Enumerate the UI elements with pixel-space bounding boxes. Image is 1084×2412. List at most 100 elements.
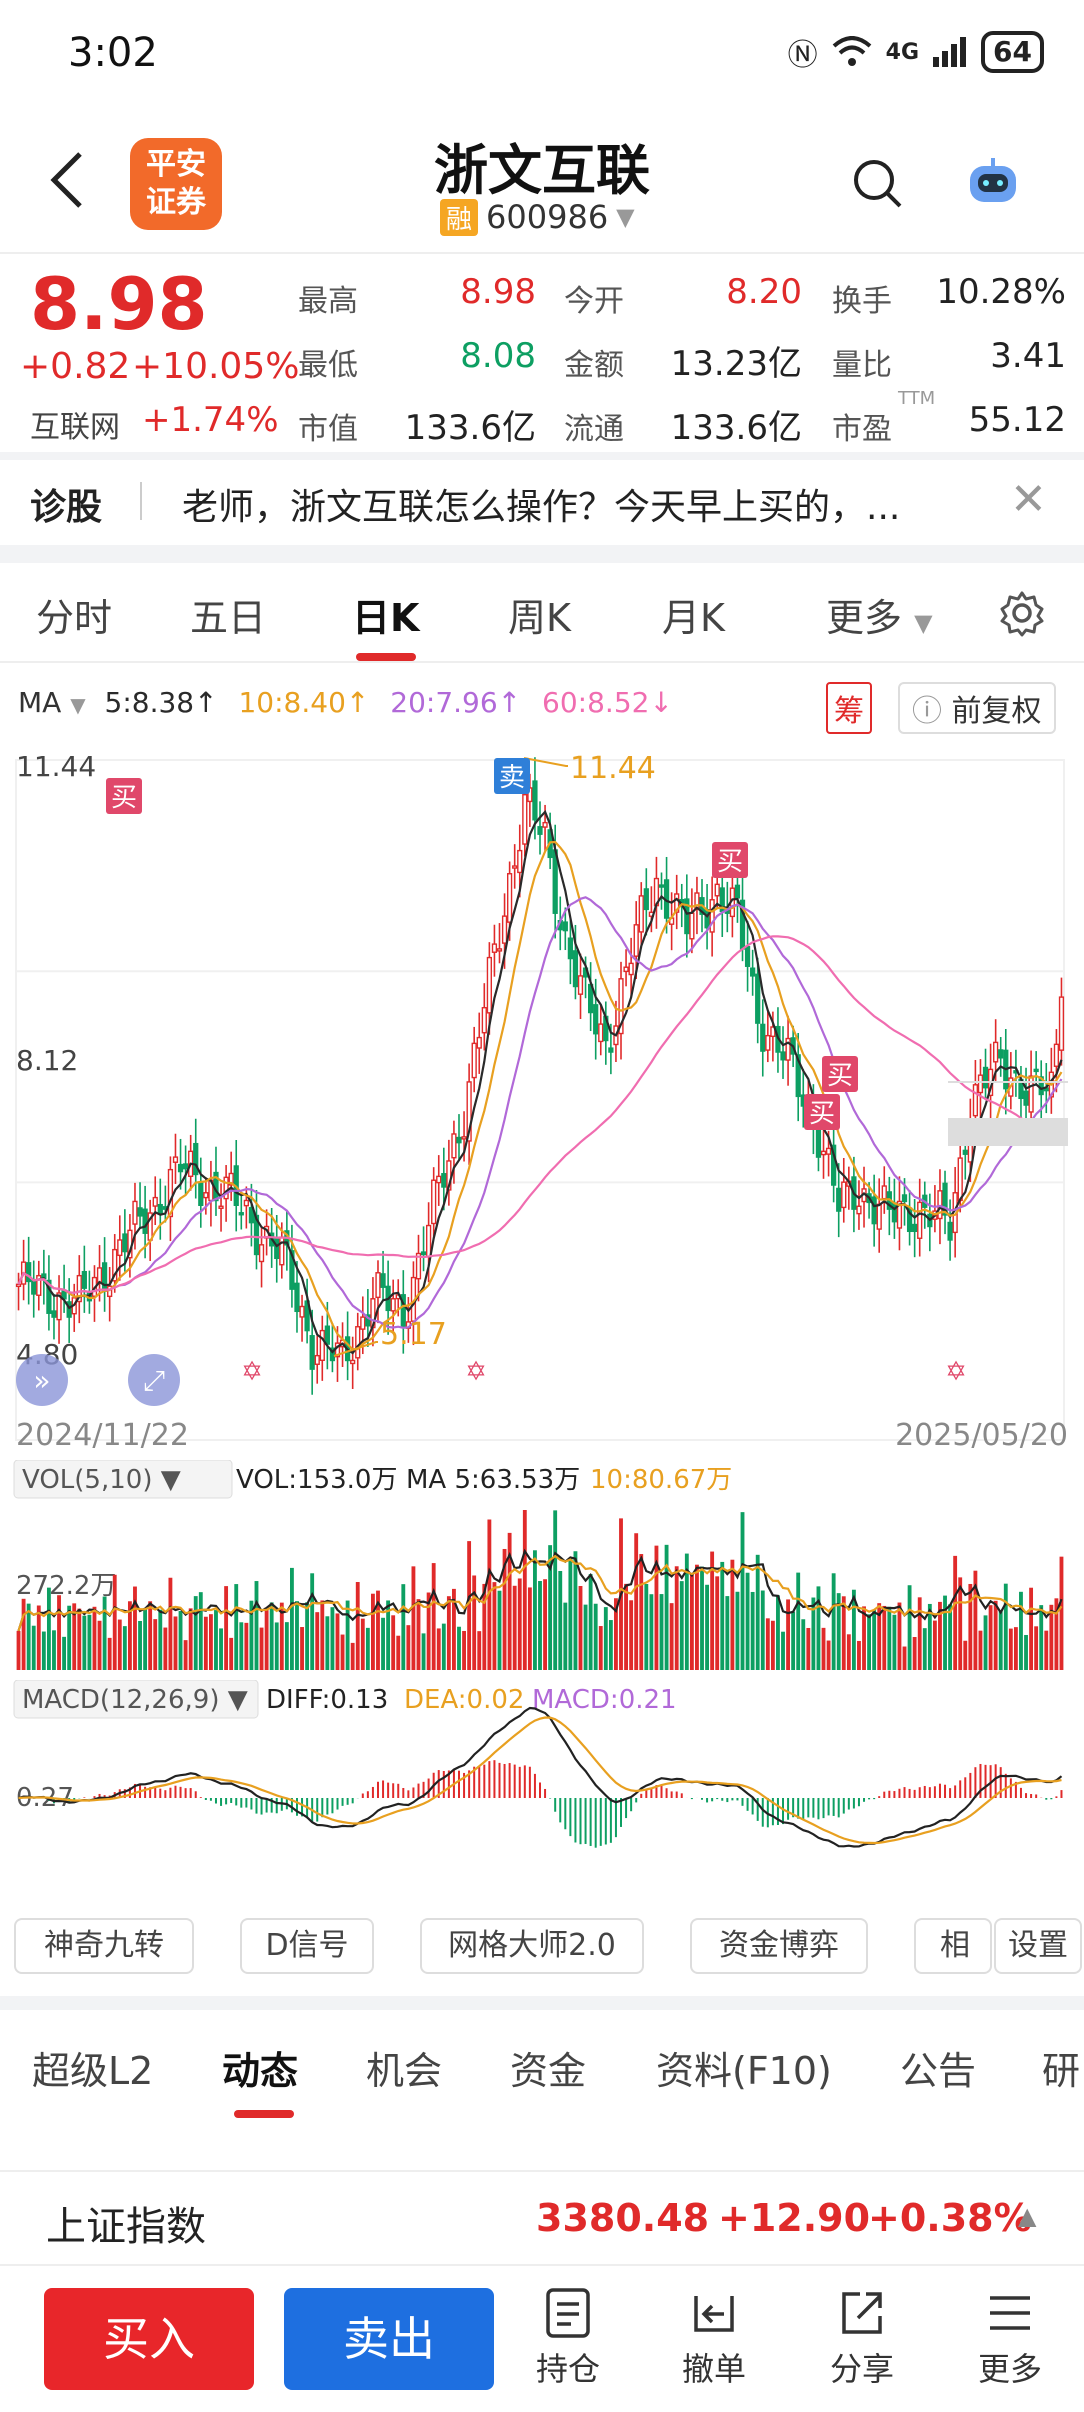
volume-bar	[1044, 1630, 1049, 1670]
index-ticker[interactable]: 上证指数 3380.48 +12.90 +0.38% ▲	[0, 2170, 1084, 2266]
candle-body	[390, 1298, 396, 1312]
broker-logo[interactable]: 平安 证券	[130, 138, 222, 230]
ma-selector[interactable]: MA	[18, 686, 62, 719]
volume-bar	[376, 1590, 380, 1670]
tool-d-signal[interactable]: D信号	[240, 1918, 374, 1974]
buy-button[interactable]: 买入	[44, 2288, 254, 2390]
tool-capital-game[interactable]: 资金博弈	[690, 1918, 868, 1974]
candle-body	[820, 1150, 827, 1156]
candle-body	[319, 1329, 325, 1362]
margin-badge: 融	[440, 198, 479, 236]
diagnose-question[interactable]: 老师，浙文互联怎么操作？今天早上买的，...	[182, 487, 901, 528]
macd-chart[interactable]: MACD(12,26,9) ▼ DIFF:0.13 DEA:0.02 MACD:0.2…	[0, 1680, 1084, 1900]
wifi-icon	[832, 36, 871, 66]
tab-more[interactable]: 更多 ▼	[826, 596, 933, 640]
tab-super-l2[interactable]: 超级L2	[32, 2049, 154, 2093]
candle-body	[355, 1326, 361, 1359]
buy-marker	[822, 1056, 858, 1092]
more-button[interactable]: 更多	[960, 2288, 1060, 2390]
volume-bar	[158, 1609, 163, 1670]
volume-bar	[907, 1585, 912, 1670]
status-icons: Ⓝ 4G 64	[788, 30, 1044, 74]
fullscreen-icon	[128, 1354, 180, 1406]
chip-distribution-button[interactable]: 筹	[826, 682, 872, 734]
tab-news[interactable]: 动态	[222, 2049, 299, 2093]
tab-opportunity[interactable]: 机会	[366, 2049, 443, 2093]
candle-body	[917, 1201, 923, 1239]
volume-bar	[441, 1623, 446, 1670]
volume-bar	[765, 1618, 770, 1670]
volume-bar	[710, 1551, 715, 1670]
volume-bar	[826, 1640, 831, 1670]
tab-monthly-k[interactable]: 月K	[662, 596, 725, 640]
quote-label-high: 最高	[298, 284, 358, 319]
tab-daily-k[interactable]: 日K	[352, 596, 420, 640]
candle-body	[248, 1207, 255, 1224]
tool-similar[interactable]: 相似	[914, 1918, 992, 1974]
chevron-up-icon[interactable]: ▲	[1018, 2202, 1037, 2230]
volume-bar	[67, 1605, 72, 1670]
candle-body	[420, 1251, 427, 1256]
x-axis-start-label: 2024/11/22	[16, 1418, 189, 1453]
tool-magic-nine[interactable]: 神奇九转	[14, 1918, 194, 1974]
volume-bar	[892, 1614, 897, 1670]
quote-value-open: 8.20	[726, 272, 802, 312]
volume-bar	[760, 1590, 765, 1670]
candle-body	[76, 1274, 82, 1303]
candle-body	[674, 893, 680, 913]
tool-grid-master[interactable]: 网格大师2.0	[420, 1918, 644, 1974]
diagnose-bar[interactable]: 诊股 老师，浙文互联怎么操作？今天早上买的，... ✕	[0, 460, 1084, 540]
back-icon[interactable]	[46, 150, 86, 210]
candle-body	[456, 1136, 462, 1144]
volume-bar	[1003, 1583, 1008, 1670]
volume-bar	[1034, 1626, 1039, 1670]
candle-body	[998, 1049, 1004, 1059]
volume-bar	[644, 1583, 649, 1670]
volume-bar	[857, 1640, 861, 1670]
search-icon[interactable]	[850, 156, 904, 210]
sector-label[interactable]: 互联网	[30, 410, 120, 445]
volume-chart[interactable]: VOL(5,10) ▼ VOL:153.0万 MA 5:63.53万 10:80.67…	[0, 1460, 1084, 1680]
volume-bar	[932, 1620, 937, 1670]
sell-button[interactable]: 卖出	[284, 2288, 494, 2390]
volume-bar	[1039, 1605, 1044, 1670]
tab-f10[interactable]: 资料(F10)	[656, 2049, 832, 2093]
fullscreen-glyph: ⤢	[143, 1364, 165, 1397]
chevron-down-icon: ▼	[616, 203, 635, 231]
volume-bar	[998, 1610, 1003, 1670]
candle-body	[689, 912, 695, 940]
vol-value: VOL:153.0万	[236, 1465, 397, 1495]
close-icon[interactable]: ✕	[1010, 474, 1047, 525]
volume-bar	[1008, 1628, 1013, 1670]
gear-icon[interactable]	[998, 589, 1046, 637]
tab-five-day[interactable]: 五日	[190, 596, 267, 640]
volume-bar	[988, 1605, 993, 1670]
candle-body	[441, 1173, 447, 1188]
candle-body	[481, 1007, 487, 1034]
tab-research[interactable]: 研	[1042, 2049, 1081, 2093]
candle-body	[132, 1200, 138, 1225]
adjust-mode-button[interactable]: ⓘ 前复权	[898, 682, 1056, 734]
ai-assistant-icon[interactable]	[962, 152, 1024, 214]
volume-bar	[715, 1576, 720, 1670]
positions-button[interactable]: 持仓	[518, 2288, 618, 2390]
tab-weekly-k[interactable]: 周K	[508, 596, 571, 640]
signal-icon	[933, 37, 967, 67]
cancel-order-button[interactable]: 撤单	[664, 2288, 764, 2390]
stock-code-selector[interactable]: 融 600986 ▼	[440, 198, 635, 236]
ma-legend[interactable]: MA ▼ 5:8.38↑ 10:8.40↑ 20:7.96↑ 60:8.52↓	[18, 686, 673, 719]
candle-body	[451, 1133, 457, 1159]
volume-bar	[517, 1578, 522, 1670]
volume-bar	[1059, 1556, 1064, 1670]
volume-bar	[97, 1620, 102, 1670]
share-button[interactable]: 分享	[812, 2288, 912, 2390]
candle-body	[203, 1192, 209, 1199]
tool-settings[interactable]: 设置	[994, 1918, 1082, 1974]
volume-bar	[259, 1627, 264, 1670]
tab-announcement[interactable]: 公告	[900, 2049, 977, 2093]
tab-capital[interactable]: 资金	[510, 2049, 587, 2093]
tab-intraday[interactable]: 分时	[36, 596, 113, 640]
volume-bar	[406, 1625, 411, 1670]
volume-bar	[274, 1622, 279, 1670]
